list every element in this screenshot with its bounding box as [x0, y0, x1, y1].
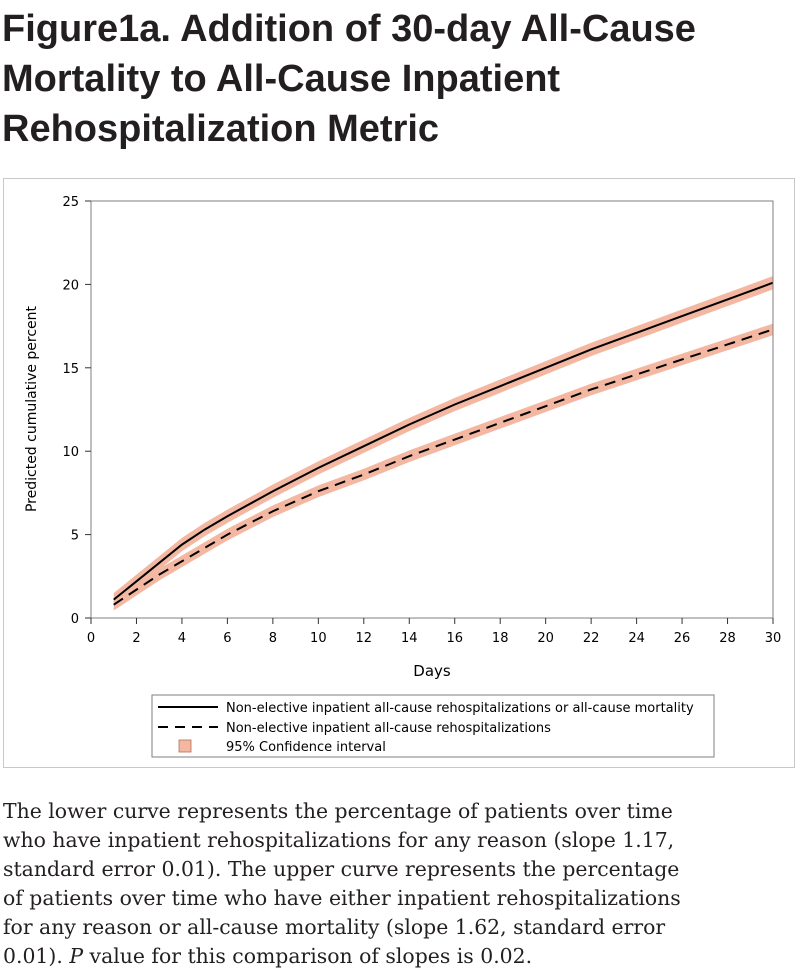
x-tick-label: 28 — [719, 631, 736, 646]
caption-p-italic: P — [69, 944, 84, 968]
caption-line-5: for any reason or all-cause mortality (s… — [3, 915, 666, 939]
y-tick-label: 10 — [62, 445, 79, 460]
x-tick-label: 26 — [674, 631, 691, 646]
ci-band-series-1 — [113, 276, 773, 607]
x-tick-label: 8 — [269, 631, 277, 646]
y-tick-label: 5 — [71, 529, 79, 544]
x-tick-label: 6 — [223, 631, 231, 646]
figure-title-line-2: Mortality to All-Cause Inpatient — [2, 58, 561, 100]
x-tick-label: 14 — [401, 631, 418, 646]
x-tick-label: 2 — [132, 631, 140, 646]
y-tick-label: 0 — [71, 612, 79, 627]
series-line-1 — [113, 281, 774, 601]
x-tick-label: 30 — [765, 631, 782, 646]
legend-label-band: 95% Confidence interval — [226, 740, 386, 755]
y-tick-label: 20 — [62, 278, 79, 293]
ci-band-series-2 — [113, 323, 773, 611]
figure-title-line-3: Rehospitalization Metric — [2, 108, 440, 150]
confidence-bands — [113, 276, 773, 611]
x-tick-label: 16 — [446, 631, 463, 646]
x-tick-label: 4 — [178, 631, 186, 646]
legend-box — [151, 694, 715, 758]
y-axis-ticks: 0 5 10 15 20 25 — [62, 195, 91, 627]
caption-line-4: of patients over time who have either in… — [3, 886, 681, 910]
legend-label-solid: Non-elective inpatient all-cause rehospi… — [226, 701, 694, 716]
legend-label-dashed: Non-elective inpatient all-cause rehospi… — [226, 721, 551, 736]
y-tick-label: 15 — [62, 362, 79, 377]
series-line-2 — [113, 328, 774, 606]
y-axis-label: Predicted cumulative percent — [24, 305, 40, 512]
x-axis-ticks: 0 2 4 6 8 10 12 14 16 18 20 22 24 26 28 30 — [87, 618, 781, 646]
caption-line-2: who have inpatient rehospitalizations fo… — [3, 828, 675, 852]
legend: Non-elective inpatient all-cause rehospi… — [151, 694, 715, 758]
caption-line-6-end: value for this comparison of slopes is 0… — [83, 944, 533, 968]
x-tick-label: 10 — [310, 631, 327, 646]
x-tick-label: 12 — [356, 631, 373, 646]
figure-title: Figure1a. Addition of 30-day All-Cause M… — [2, 4, 792, 154]
y-tick-label: 25 — [62, 195, 79, 210]
caption-line-1: The lower curve represents the percentag… — [3, 799, 673, 823]
caption-line-3: standard error 0.01). The upper curve re… — [3, 857, 680, 881]
x-tick-label: 0 — [87, 631, 95, 646]
x-tick-label: 20 — [537, 631, 554, 646]
figure-caption: The lower curve represents the percentag… — [3, 797, 793, 971]
x-tick-label: 22 — [583, 631, 600, 646]
plot-area-border — [90, 200, 774, 619]
x-tick-label: 24 — [628, 631, 645, 646]
series-lines — [113, 281, 774, 606]
figure-title-line-1: Figure1a. Addition of 30-day All-Cause — [2, 8, 696, 50]
caption-line-6-start: 0.01). — [3, 944, 63, 968]
chart-frame — [3, 178, 795, 768]
x-tick-label: 18 — [492, 631, 509, 646]
caption-line-6: 0.01). P value for this comparison of sl… — [3, 942, 793, 971]
x-axis-label: Days — [413, 662, 451, 680]
legend-swatch-band — [178, 739, 192, 753]
